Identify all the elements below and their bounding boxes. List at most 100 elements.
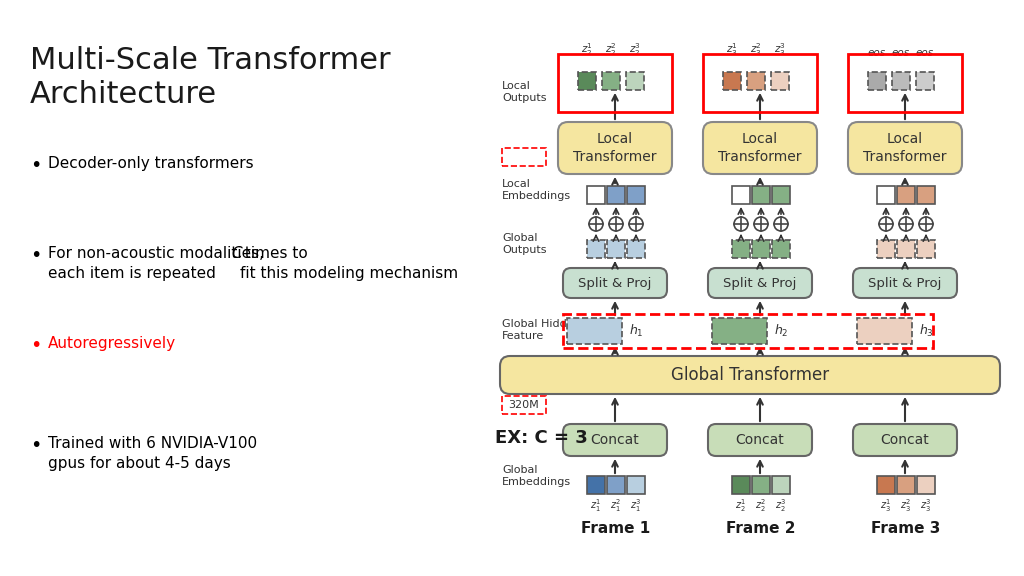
Text: $z_3^2$: $z_3^2$ — [751, 41, 762, 58]
Text: $z_2^1$: $z_2^1$ — [735, 497, 746, 514]
Text: •: • — [30, 336, 41, 355]
FancyBboxPatch shape — [627, 186, 645, 204]
Text: Local
Transformer: Local Transformer — [863, 132, 947, 164]
FancyBboxPatch shape — [752, 476, 770, 494]
Text: Split & Proj: Split & Proj — [579, 276, 651, 290]
FancyBboxPatch shape — [752, 240, 770, 258]
Text: •: • — [30, 156, 41, 175]
FancyBboxPatch shape — [500, 356, 1000, 394]
Text: EX: C = 3: EX: C = 3 — [495, 429, 588, 447]
Text: Local
Embeddings: Local Embeddings — [502, 179, 571, 201]
FancyBboxPatch shape — [877, 476, 895, 494]
FancyBboxPatch shape — [853, 268, 957, 298]
Text: Local
Transformer: Local Transformer — [718, 132, 802, 164]
Text: Decoder-only transformers: Decoder-only transformers — [48, 156, 254, 171]
Text: Global
Embeddings: Global Embeddings — [502, 465, 571, 487]
FancyBboxPatch shape — [626, 72, 644, 90]
Text: $z_2^2$: $z_2^2$ — [756, 497, 767, 514]
FancyBboxPatch shape — [918, 240, 935, 258]
FancyBboxPatch shape — [627, 240, 645, 258]
FancyBboxPatch shape — [723, 72, 741, 90]
FancyBboxPatch shape — [607, 240, 625, 258]
FancyBboxPatch shape — [558, 122, 672, 174]
FancyBboxPatch shape — [627, 476, 645, 494]
Text: $h_2$: $h_2$ — [774, 323, 788, 339]
Text: eos: eos — [892, 48, 910, 58]
Text: 100M: 100M — [509, 152, 540, 162]
FancyBboxPatch shape — [708, 268, 812, 298]
FancyBboxPatch shape — [771, 72, 790, 90]
FancyBboxPatch shape — [607, 476, 625, 494]
FancyBboxPatch shape — [502, 396, 546, 414]
FancyBboxPatch shape — [918, 186, 935, 204]
Text: Split & Proj: Split & Proj — [723, 276, 797, 290]
Text: Multi-Scale Transformer
Architecture: Multi-Scale Transformer Architecture — [30, 46, 390, 109]
FancyBboxPatch shape — [746, 72, 765, 90]
FancyBboxPatch shape — [853, 424, 957, 456]
Text: Global Hidden
Feature: Global Hidden Feature — [502, 319, 581, 341]
Text: Split & Proj: Split & Proj — [868, 276, 942, 290]
Text: •: • — [30, 436, 41, 455]
FancyBboxPatch shape — [587, 476, 605, 494]
Text: $z_1^1$: $z_1^1$ — [591, 497, 602, 514]
FancyBboxPatch shape — [712, 318, 767, 344]
Text: For non-acoustic modalities,
each item is repeated: For non-acoustic modalities, each item i… — [48, 246, 264, 281]
Text: $z_3^1$: $z_3^1$ — [726, 41, 738, 58]
FancyBboxPatch shape — [877, 240, 895, 258]
Text: Global Transformer: Global Transformer — [671, 366, 829, 384]
FancyBboxPatch shape — [732, 476, 750, 494]
FancyBboxPatch shape — [897, 476, 915, 494]
FancyBboxPatch shape — [732, 240, 750, 258]
FancyBboxPatch shape — [772, 240, 790, 258]
Text: Autoregressively: Autoregressively — [48, 336, 176, 351]
FancyBboxPatch shape — [587, 240, 605, 258]
FancyBboxPatch shape — [607, 186, 625, 204]
FancyBboxPatch shape — [916, 72, 934, 90]
Text: Concat: Concat — [735, 433, 784, 447]
FancyBboxPatch shape — [772, 476, 790, 494]
FancyBboxPatch shape — [602, 72, 620, 90]
FancyBboxPatch shape — [587, 186, 605, 204]
Text: Frame 3: Frame 3 — [871, 521, 941, 536]
Text: eos: eos — [915, 48, 934, 58]
FancyBboxPatch shape — [708, 424, 812, 456]
FancyBboxPatch shape — [578, 72, 596, 90]
Text: C: C — [231, 246, 242, 261]
Text: $z_2^3$: $z_2^3$ — [775, 497, 786, 514]
FancyBboxPatch shape — [848, 122, 962, 174]
FancyBboxPatch shape — [897, 240, 915, 258]
Text: 320M: 320M — [509, 400, 540, 410]
FancyBboxPatch shape — [868, 72, 886, 90]
FancyBboxPatch shape — [563, 424, 667, 456]
Text: $z_3^2$: $z_3^2$ — [900, 497, 911, 514]
FancyBboxPatch shape — [502, 148, 546, 166]
Text: eos: eos — [868, 48, 886, 58]
FancyBboxPatch shape — [897, 186, 915, 204]
FancyBboxPatch shape — [772, 186, 790, 204]
Text: $z_1^2$: $z_1^2$ — [610, 497, 622, 514]
Text: Frame 1: Frame 1 — [582, 521, 650, 536]
Text: Local
Transformer: Local Transformer — [573, 132, 656, 164]
FancyBboxPatch shape — [752, 186, 770, 204]
FancyBboxPatch shape — [732, 186, 750, 204]
Text: $z_2^3$: $z_2^3$ — [629, 41, 641, 58]
Text: Frame 2: Frame 2 — [726, 521, 796, 536]
Text: Trained with 6 NVIDIA-V100
gpus for about 4-5 days: Trained with 6 NVIDIA-V100 gpus for abou… — [48, 436, 257, 471]
Text: $h_3$: $h_3$ — [919, 323, 934, 339]
FancyBboxPatch shape — [892, 72, 910, 90]
Text: Local
Outputs: Local Outputs — [502, 81, 547, 103]
FancyBboxPatch shape — [918, 476, 935, 494]
FancyBboxPatch shape — [877, 186, 895, 204]
Text: Concat: Concat — [881, 433, 930, 447]
Text: $h_1$: $h_1$ — [629, 323, 644, 339]
Text: $z_2^2$: $z_2^2$ — [605, 41, 616, 58]
Text: $z_3^3$: $z_3^3$ — [921, 497, 932, 514]
Text: Concat: Concat — [591, 433, 639, 447]
Text: times to
fit this modeling mechanism: times to fit this modeling mechanism — [240, 246, 458, 281]
Text: •: • — [30, 246, 41, 265]
FancyBboxPatch shape — [857, 318, 912, 344]
Text: $z_3^1$: $z_3^1$ — [881, 497, 892, 514]
FancyBboxPatch shape — [703, 122, 817, 174]
FancyBboxPatch shape — [567, 318, 622, 344]
Text: $z_1^3$: $z_1^3$ — [631, 497, 642, 514]
